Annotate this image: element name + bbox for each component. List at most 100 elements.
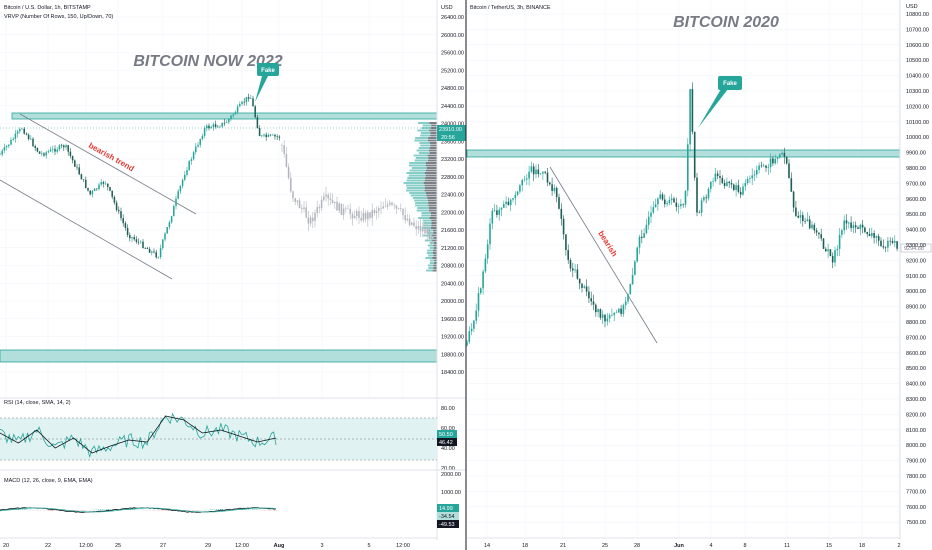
- right-fake-callout[interactable]: Fake: [698, 76, 742, 128]
- macd-pane[interactable]: MACD (12, 26, close, 9, EMA, EMA) 2000.0…: [0, 469, 466, 528]
- right-candle: [624, 301, 627, 306]
- rsi-pane[interactable]: RSI (14, close, SMA, 14, 2) 80.00 60.00 40…: [0, 397, 466, 472]
- volume-profile: [403, 122, 437, 272]
- right-chart-pane[interactable]: Bitcoin / TetherUS, 3h, BINANCE BITCOIN …: [466, 0, 901, 538]
- left-projection-candle: [301, 207, 303, 209]
- left-trend-channel-upper[interactable]: [19, 113, 197, 215]
- left-candle: [100, 182, 102, 185]
- left-candle: [256, 117, 259, 129]
- macd-histogram-bar: [82, 510, 84, 511]
- volume-down-bar: [430, 127, 437, 129]
- left-projection-candle: [386, 204, 389, 207]
- right-time-axis[interactable]: 14 18 21 25 28 Jun 4 8 11 15 18 2: [467, 537, 901, 549]
- left-candle: [122, 218, 124, 224]
- left-time-axis[interactable]: 20 22 12:00 25 27 29 12:00 Aug 3 5 12:00: [0, 537, 437, 549]
- right-candle: [558, 197, 560, 209]
- volume-down-bar: [433, 249, 437, 252]
- right-time-tick: 28: [634, 543, 640, 549]
- left-candle: [10, 139, 12, 145]
- left-resistance-zone[interactable]: [11, 112, 438, 120]
- left-projection-candle: [395, 205, 398, 209]
- right-candle: [845, 220, 848, 224]
- left-projection-candle: [323, 196, 325, 200]
- left-projection-candle: [298, 200, 301, 208]
- volume-up-bar: [420, 134, 431, 137]
- right-candle: [640, 236, 643, 238]
- left-candle: [8, 144, 10, 147]
- volume-up-bar: [415, 157, 429, 159]
- right-trend-line[interactable]: [549, 166, 658, 344]
- right-time-tick: 8: [743, 543, 746, 549]
- right-candle: [620, 308, 622, 314]
- left-candle: [45, 152, 47, 156]
- volume-down-bar: [431, 234, 437, 237]
- left-fake-callout[interactable]: Fake: [255, 63, 279, 102]
- left-support-zone[interactable]: [0, 349, 438, 363]
- left-candle: [12, 138, 14, 140]
- volume-up-bar: [424, 239, 433, 242]
- left-projection-candle: [290, 177, 292, 192]
- right-time-tick: 15: [826, 543, 832, 549]
- right-candle: [532, 166, 535, 175]
- rsi-tick: 80.00: [441, 406, 455, 412]
- right-candle: [884, 247, 887, 249]
- left-candle: [206, 125, 208, 129]
- right-candle: [877, 236, 880, 241]
- macd-histogram-bar: [216, 509, 218, 510]
- left-candle: [140, 241, 142, 243]
- volume-down-bar: [434, 247, 437, 249]
- left-time-tick: 20: [3, 543, 9, 549]
- left-price-tick: 24800.00: [441, 86, 464, 92]
- right-price-tick: 9600.00: [906, 197, 926, 203]
- right-price-tick: 8900.00: [906, 305, 926, 311]
- left-candle: [148, 248, 151, 253]
- left-price-tick: 20800.00: [441, 264, 464, 270]
- right-candle: [654, 204, 657, 208]
- right-price-tick: 10100.00: [906, 120, 929, 126]
- volume-down-bar: [429, 207, 437, 209]
- volume-down-bar: [432, 252, 437, 254]
- left-price-axis[interactable]: USD 26400.00 26000.00 25600.00 25200.00 2480…: [436, 0, 464, 540]
- left-projection-candle: [340, 203, 343, 215]
- left-chart-pane[interactable]: Bitcoin / U.S. Dollar, 1h, BITSTAMP VRVP…: [0, 0, 438, 398]
- volume-down-bar: [434, 262, 437, 264]
- left-price-tick: 26000.00: [441, 33, 464, 39]
- right-candle: [682, 204, 685, 205]
- left-trend-channel-lower[interactable]: [0, 179, 173, 280]
- left-projection-candle: [406, 218, 409, 221]
- left-projection-candle: [393, 204, 395, 206]
- left-candle: [263, 134, 265, 136]
- left-candle: [118, 210, 120, 212]
- right-price-axis[interactable]: USD 9294.88 10800.00 10700.00 10600.00 1050…: [899, 0, 932, 540]
- left-candle: [32, 138, 34, 147]
- volume-down-bar: [433, 267, 437, 269]
- macd-histogram-bar: [134, 509, 136, 510]
- macd-histogram-bar: [256, 509, 258, 510]
- volume-down-bar: [431, 124, 437, 127]
- right-candle: [735, 185, 737, 191]
- volume-up-bar: [427, 244, 434, 247]
- right-candle: [505, 201, 507, 204]
- left-candle: [36, 147, 39, 152]
- volume-down-bar: [424, 179, 437, 182]
- macd-histogram-bar: [100, 509, 102, 510]
- right-resistance-zone[interactable]: [466, 149, 901, 158]
- right-candle: [542, 171, 544, 174]
- left-candle: [129, 234, 131, 239]
- right-candle: [737, 185, 740, 192]
- left-fake-label: Fake: [261, 68, 275, 74]
- right-candle: [638, 236, 641, 248]
- volume-up-bar: [422, 124, 432, 127]
- left-candle: [228, 118, 230, 123]
- left-projection-candle: [292, 191, 294, 199]
- macd-histogram-bar: [212, 509, 214, 510]
- right-candle: [730, 183, 733, 185]
- left-candle: [49, 149, 52, 152]
- right-candle: [854, 225, 857, 228]
- macd-badge-2: [437, 512, 459, 520]
- left-candle: [276, 136, 278, 137]
- right-candle: [767, 167, 770, 168]
- volume-down-bar: [430, 134, 437, 137]
- right-candle: [868, 233, 871, 236]
- left-candle: [151, 251, 153, 253]
